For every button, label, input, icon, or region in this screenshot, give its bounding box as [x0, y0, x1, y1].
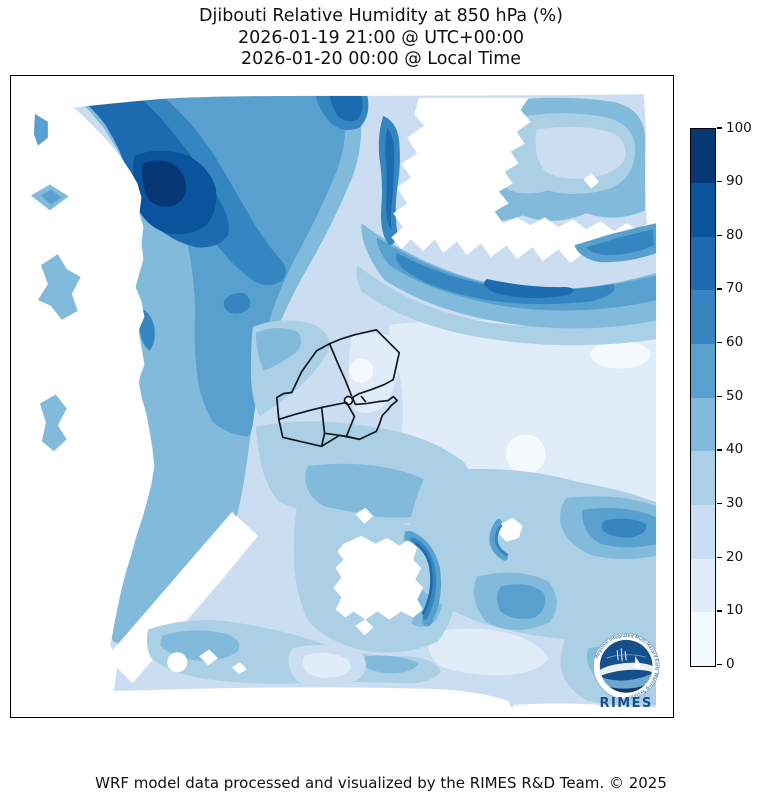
colorbar-segment — [691, 290, 715, 344]
figure: Djibouti Relative Humidity at 850 hPa (%… — [0, 0, 764, 808]
colorbar-segment — [691, 505, 715, 559]
colorbar-segment — [691, 558, 715, 612]
colorbar-tick-mark — [717, 235, 722, 236]
contour-region-driest-spot — [349, 359, 373, 383]
colorbar-tick-label: 40 — [726, 441, 743, 457]
title-line-2: 2026-01-19 21:00 @ UTC+00:00 — [0, 28, 762, 50]
colorbar-tick-mark — [717, 610, 722, 611]
title-line-1: Djibouti Relative Humidity at 850 hPa (%… — [0, 6, 762, 28]
colorbar-tick-mark — [717, 127, 722, 128]
chart-title: Djibouti Relative Humidity at 850 hPa (%… — [0, 6, 762, 71]
colorbar-tick-mark — [717, 396, 722, 397]
colorbar-tick-label: 10 — [726, 602, 743, 618]
contour-region-ne — [536, 127, 626, 179]
colorbar-tick-label: 30 — [726, 495, 743, 511]
colorbar-tick-label: 70 — [726, 280, 743, 296]
rimes-logo: Regional Integrated Multi-Hazard Early W… — [593, 633, 659, 711]
masked-center-blob — [334, 536, 424, 620]
colorbar-segment — [691, 183, 715, 237]
colorbar-tick-mark — [717, 449, 722, 450]
colorbar-segment — [691, 344, 715, 398]
map-axes: Regional Integrated Multi-Hazard Early W… — [10, 75, 674, 718]
colorbar-tick-mark — [717, 503, 722, 504]
colorbar-tick-mark — [717, 664, 722, 665]
colorbar-tick-label: 90 — [726, 173, 743, 189]
logo-wordmark: RIMES — [600, 696, 653, 711]
colorbar-tick-label: 100 — [726, 120, 752, 136]
title-line-3: 2026-01-20 00:00 @ Local Time — [0, 49, 762, 71]
colorbar-tick-label: 50 — [726, 388, 743, 404]
colorbar-segment — [691, 129, 715, 183]
contour-region-se-blob2-core — [497, 584, 545, 619]
colorbar-tick-label: 60 — [726, 334, 743, 350]
colorbar-tick-mark — [717, 288, 722, 289]
colorbar-tick-label: 80 — [726, 227, 743, 243]
masked-hole — [167, 652, 187, 672]
colorbar — [690, 128, 716, 667]
colorbar-tick-label: 20 — [726, 549, 743, 565]
credit-caption: WRF model data processed and visualized … — [0, 774, 762, 792]
colorbar-tick-mark — [717, 342, 722, 343]
contour-region-driest-spot — [506, 434, 546, 474]
colorbar-tick-mark — [717, 181, 722, 182]
contour-map: Regional Integrated Multi-Hazard Early W… — [11, 76, 673, 717]
masked-right-margin — [656, 76, 673, 717]
colorbar-tick-label: 0 — [726, 656, 735, 672]
colorbar-segment — [691, 236, 715, 290]
colorbar-tick-mark — [717, 557, 722, 558]
colorbar-segment — [691, 397, 715, 451]
colorbar-segment — [691, 612, 715, 666]
colorbar-segment — [691, 451, 715, 505]
contour-region-driest-spot — [590, 341, 650, 369]
